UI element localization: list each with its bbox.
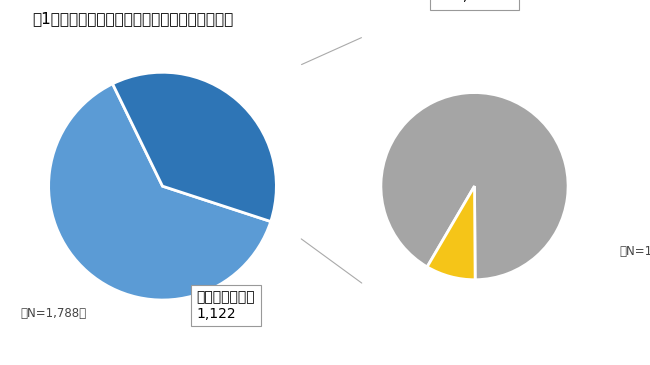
- Wedge shape: [49, 84, 271, 300]
- Text: 配信メールアドレス
確認

1,026: 配信メールアドレス 確認 1,026: [437, 0, 512, 3]
- Text: （N=1,788）: （N=1,788）: [20, 307, 86, 320]
- Text: 防災メール配信
1,122: 防災メール配信 1,122: [197, 291, 255, 321]
- Text: （N=1,122）: （N=1,122）: [619, 245, 650, 258]
- Wedge shape: [381, 93, 568, 280]
- Text: 図1　都道府県と市区町村の防災メール配信状況: 図1 都道府県と市区町村の防災メール配信状況: [32, 11, 234, 26]
- Wedge shape: [427, 186, 475, 280]
- Wedge shape: [112, 72, 276, 222]
